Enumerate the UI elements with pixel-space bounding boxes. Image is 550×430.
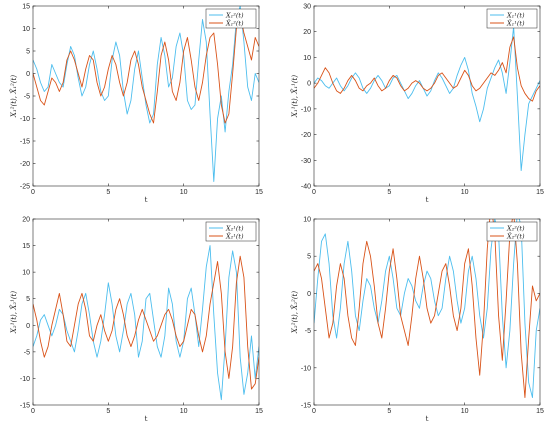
y-tick-label: 0 (307, 291, 311, 298)
y-tick-label: -10 (20, 116, 30, 123)
y-tick-label: 20 (22, 217, 30, 224)
y-tick-label: 10 (303, 55, 311, 62)
x-tick-label: 15 (255, 408, 263, 415)
y-tick-label: -5 (24, 349, 30, 356)
x-tick-label: 0 (31, 408, 35, 415)
legend: X₂¹(t)X̂₂¹(t) (205, 221, 257, 242)
y-tick-label: -25 (20, 184, 30, 191)
legend: X₁¹(t)X̂₁¹(t) (486, 8, 538, 29)
axes-box (313, 5, 541, 187)
x-tick-label: 10 (180, 408, 188, 415)
plot-area (33, 6, 259, 186)
series-line-1 (314, 219, 540, 399)
series-line-2 (314, 36, 540, 102)
y-tick-label: 5 (26, 296, 30, 303)
series-line-2 (33, 255, 259, 390)
x-tick-label: 5 (387, 189, 391, 196)
legend-entry-1: X₁²(t) (225, 11, 244, 19)
y-tick-label: 5 (307, 254, 311, 261)
y-tick-label: -10 (301, 365, 311, 372)
x-tick-label: 5 (106, 408, 110, 415)
axes-box (313, 218, 541, 406)
y-tick-label: -15 (20, 139, 30, 146)
y-tick-label: 15 (22, 4, 30, 11)
x-tick-label: 0 (31, 189, 35, 196)
y-tick-label: -15 (20, 403, 30, 410)
y-tick-label: -40 (301, 184, 311, 191)
y-tick-label: -10 (301, 106, 311, 113)
x-tick-label: 0 (312, 189, 316, 196)
series-line-2 (314, 219, 540, 399)
axes-box (32, 218, 260, 406)
legend-entry-1: X₁¹(t) (506, 11, 525, 19)
y-tick-label: 10 (22, 270, 30, 277)
legend: X₁²(t)X̂₁²(t) (205, 8, 257, 29)
x-tick-label: 15 (536, 189, 544, 196)
y-tick-label: 0 (26, 323, 30, 330)
x-tick-label: 0 (312, 408, 316, 415)
y-tick-label: -5 (24, 94, 30, 101)
y-axis-label: X₁¹(t), X̂₁¹(t) (291, 75, 299, 118)
legend: X₂²(t)X̂₂²(t) (486, 221, 538, 242)
x-tick-label: 15 (255, 189, 263, 196)
chart-panel-1: 0 5 10 15 -25 -20 -15 -10 -5 0 5 10 15 t X₁²(t), X̂₁²(… (10, 4, 263, 205)
x-tick-label: 5 (106, 189, 110, 196)
y-tick-label: -20 (301, 132, 311, 139)
x-tick-label: 10 (461, 408, 469, 415)
series-line-1 (33, 245, 259, 401)
series-line-1 (33, 6, 259, 182)
chart-panel-2: 0 5 10 15 -40 -30 -20 -10 0 10 20 30 t X₁¹(t), X̂₁¹(t… (291, 4, 544, 205)
y-tick-label: -15 (301, 403, 311, 410)
legend-entry-2: X̂₂²(t) (506, 232, 525, 240)
y-tick-label: -10 (20, 376, 30, 383)
y-tick-label: 0 (26, 71, 30, 78)
x-tick-label: 10 (461, 189, 469, 196)
y-tick-label: 5 (26, 49, 30, 56)
y-axis-label: X₁²(t), X̂₁²(t) (10, 75, 18, 118)
y-axis-label: X₂²(t), X̂₂²(t) (291, 291, 299, 334)
y-tick-label: 15 (22, 243, 30, 250)
legend-entry-2: X̂₁¹(t) (506, 19, 525, 27)
x-axis-label: t (145, 196, 148, 204)
chart-panel-4: 0 5 10 15 -15 -10 -5 0 5 10 t X₂²(t), X̂₂²(t) X₂²(t)… (291, 217, 544, 424)
x-axis-label: t (426, 196, 429, 204)
x-tick-label: 10 (180, 189, 188, 196)
y-axis-label: X₂¹(t), X̂₂¹(t) (10, 291, 18, 334)
y-tick-label: -30 (301, 158, 311, 165)
x-tick-label: 5 (387, 408, 391, 415)
legend-entry-1: X₂¹(t) (225, 224, 244, 232)
x-axis-label: t (426, 415, 429, 423)
y-tick-label: 30 (303, 4, 311, 11)
x-tick-label: 15 (536, 408, 544, 415)
y-tick-label: 20 (303, 29, 311, 36)
chart-panel-3: 0 5 10 15 -15 -10 -5 0 5 10 15 20 t X₂¹(t), X̂₂¹(t) X₂… (10, 217, 263, 424)
legend-entry-2: X̂₁²(t) (225, 19, 244, 27)
y-tick-label: -20 (20, 161, 30, 168)
legend-entry-1: X₂²(t) (506, 224, 525, 232)
y-tick-label: 10 (303, 217, 311, 224)
plot-area (33, 219, 259, 405)
x-axis-label: t (145, 415, 148, 423)
legend-entry-2: X̂₂¹(t) (225, 232, 244, 240)
y-tick-label: 0 (307, 81, 311, 88)
series-line-1 (314, 26, 540, 172)
y-tick-label: -5 (305, 328, 311, 335)
y-tick-label: 10 (22, 26, 30, 33)
series-line-2 (33, 14, 259, 124)
